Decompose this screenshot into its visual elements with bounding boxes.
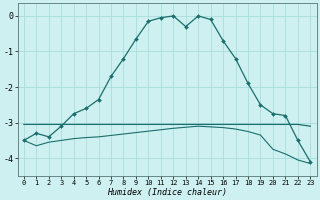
X-axis label: Humidex (Indice chaleur): Humidex (Indice chaleur) <box>107 188 227 197</box>
